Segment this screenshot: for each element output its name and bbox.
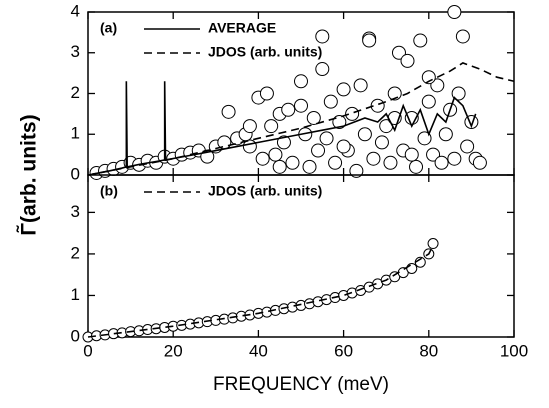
data-line (87, 245, 434, 338)
data-point (383, 155, 398, 170)
data-point (447, 5, 462, 19)
y-tick-label: 0 (71, 326, 80, 345)
data-point (272, 159, 287, 174)
x-tick-label: 80 (419, 341, 438, 360)
data-point (221, 104, 236, 119)
data-point (406, 262, 418, 274)
data-point (427, 238, 439, 250)
data-point (409, 159, 424, 174)
data-point (353, 78, 368, 93)
data-point (451, 86, 466, 101)
y-tick-label: 1 (71, 285, 80, 304)
x-tick-label: 0 (83, 341, 92, 360)
data-point (391, 45, 406, 60)
data-point (417, 131, 432, 146)
data-point (438, 127, 453, 142)
data-point (302, 159, 317, 174)
data-point (455, 29, 470, 44)
x-tick-label: 100 (500, 341, 528, 360)
panel-label: (b) (100, 183, 118, 199)
data-point (345, 106, 360, 121)
data-point (311, 143, 326, 158)
legend-label: JDOS (arb. units) (208, 183, 322, 199)
data-point (370, 98, 385, 113)
y-tick-label: 1 (71, 124, 80, 143)
y-tick-label: 3 (71, 42, 80, 61)
x-tick-label: 20 (164, 341, 183, 360)
data-point (374, 135, 389, 150)
data-point (294, 74, 308, 89)
data-point (421, 94, 436, 109)
data-point (306, 110, 321, 125)
data-point (268, 147, 283, 162)
data-point (430, 78, 445, 93)
data-point (413, 33, 428, 48)
data-point (336, 82, 351, 97)
data-point (336, 139, 351, 154)
data-point (400, 53, 415, 68)
data-point (242, 119, 257, 134)
data-point (315, 29, 330, 44)
data-point (315, 62, 330, 77)
x-tick-label: 60 (334, 341, 353, 360)
data-point (387, 86, 402, 101)
legend-label: AVERAGE (208, 20, 276, 36)
data-point (366, 151, 381, 166)
data-point (323, 94, 338, 109)
legend-label: JDOS (arb. units) (208, 44, 322, 60)
data-point (434, 155, 449, 170)
data-point (294, 98, 308, 113)
y-tick-label: 2 (71, 83, 80, 102)
data-point (357, 127, 372, 142)
data-point (259, 86, 274, 101)
data-point (255, 151, 270, 166)
data-point (362, 33, 377, 48)
data-point (281, 102, 296, 117)
data-point (447, 151, 462, 166)
data-point (460, 139, 475, 154)
x-axis-label: FREQUENCY (meV) (213, 374, 389, 395)
plot-frame (87, 174, 515, 338)
data-point (276, 135, 291, 150)
y-tick-label: 2 (71, 243, 80, 262)
plot-frame (87, 11, 515, 176)
data-line (87, 62, 515, 176)
data-point (319, 131, 334, 146)
y-tick-label: 3 (71, 202, 80, 221)
data-point (328, 155, 343, 170)
y-axis-label: Γ̃(arb. units) (17, 114, 41, 235)
panel-label: (a) (100, 20, 117, 36)
y-tick-label: 0 (71, 164, 80, 183)
data-point (404, 147, 419, 162)
data-point (264, 119, 279, 134)
data-point (426, 147, 441, 162)
x-tick-label: 40 (249, 341, 268, 360)
y-tick-label: 4 (71, 1, 80, 20)
data-point (285, 155, 300, 170)
data-point (349, 163, 364, 178)
data-point (472, 155, 487, 170)
